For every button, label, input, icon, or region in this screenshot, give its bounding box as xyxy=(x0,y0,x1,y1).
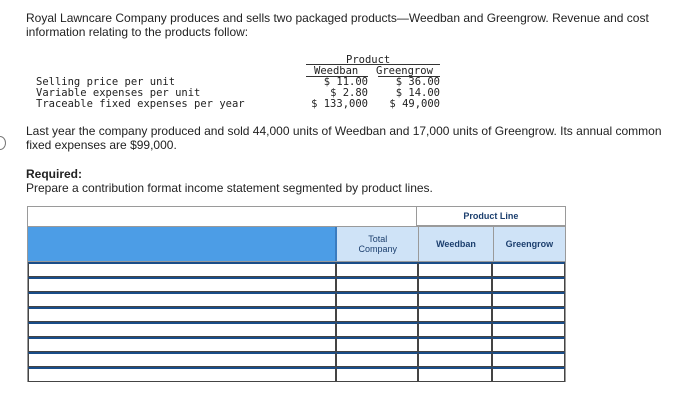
weedban-input[interactable] xyxy=(418,337,493,352)
total-company-header: Total Company xyxy=(337,227,420,261)
statement-row xyxy=(27,367,566,382)
problem-intro: Royal Lawncare Company produces and sell… xyxy=(26,11,649,39)
statement-row xyxy=(27,307,566,322)
line-item-label-input[interactable] xyxy=(28,337,337,352)
statement-row xyxy=(27,352,566,367)
greengrow-input[interactable] xyxy=(492,292,565,307)
weedban-input[interactable] xyxy=(418,352,493,367)
total-company-input[interactable] xyxy=(336,352,419,367)
statement-group-header-row: Product Line xyxy=(27,206,566,226)
required-heading: Required: xyxy=(26,167,83,181)
product-group-header: Product xyxy=(346,54,391,66)
total-company-input[interactable] xyxy=(336,307,419,322)
total-company-input[interactable] xyxy=(336,367,419,382)
statement-row xyxy=(27,337,566,352)
product-header-underline xyxy=(306,64,440,65)
income-statement-grid: Product Line Total Company Weedban Green… xyxy=(27,206,566,382)
greengrow-value: $ 36.00 xyxy=(395,76,440,88)
line-item-label-input[interactable] xyxy=(28,322,337,337)
line-item-label-input[interactable] xyxy=(28,292,337,307)
row-label: Selling price per unit xyxy=(36,76,176,88)
weedban-input[interactable] xyxy=(418,262,493,277)
required-text: Prepare a contribution format income sta… xyxy=(26,181,433,195)
weedban-input[interactable] xyxy=(418,292,493,307)
label-column-header xyxy=(28,227,338,261)
greengrow-input[interactable] xyxy=(492,337,565,352)
greengrow-value: $ 14.00 xyxy=(395,87,440,99)
statement-row xyxy=(27,262,566,277)
greengrow-underline xyxy=(378,76,440,77)
line-item-label-input[interactable] xyxy=(28,352,337,367)
problem-paragraph: Last year the company produced and sold … xyxy=(26,124,662,152)
greengrow-input[interactable] xyxy=(492,367,565,382)
weedban-input[interactable] xyxy=(418,367,493,382)
product-line-header: Product Line xyxy=(415,207,566,226)
statement-row xyxy=(27,292,566,307)
greengrow-col-header: Greengrow xyxy=(376,65,433,77)
weedban-value: $ 2.80 xyxy=(330,87,368,99)
weedban-col-header: Weedban xyxy=(314,65,359,77)
line-item-label-input[interactable] xyxy=(28,307,337,322)
weedban-value: $ 133,000 xyxy=(311,98,368,110)
greengrow-input[interactable] xyxy=(492,277,565,292)
greengrow-input[interactable] xyxy=(492,262,565,277)
total-company-input[interactable] xyxy=(336,277,419,292)
total-company-input[interactable] xyxy=(336,322,419,337)
statement-column-header-row: Total Company Weedban Greengrow xyxy=(27,226,566,262)
greengrow-header: Greengrow xyxy=(505,239,554,249)
line-item-label-input[interactable] xyxy=(28,262,337,277)
weedban-input[interactable] xyxy=(418,322,493,337)
total-company-input[interactable] xyxy=(336,337,419,352)
total-company-input[interactable] xyxy=(336,292,419,307)
total-company-input[interactable] xyxy=(336,262,419,277)
weedban-input[interactable] xyxy=(418,307,493,322)
row-label: Traceable fixed expenses per year xyxy=(36,98,245,110)
weedban-underline xyxy=(306,76,368,77)
statement-row xyxy=(27,322,566,337)
greengrow-input[interactable] xyxy=(492,352,565,367)
greengrow-input[interactable] xyxy=(492,322,565,337)
row-label: Variable expenses per unit xyxy=(36,87,201,99)
statement-row xyxy=(27,277,566,292)
greengrow-input[interactable] xyxy=(492,307,565,322)
greengrow-value: $ 49,000 xyxy=(389,98,440,110)
weedban-header: Weedban xyxy=(419,227,494,261)
line-item-label-input[interactable] xyxy=(28,367,337,382)
weedban-value: $ 11.00 xyxy=(323,76,368,88)
left-edge-marker xyxy=(0,136,6,150)
line-item-label-input[interactable] xyxy=(28,277,337,292)
required-section: Required: Prepare a contribution format … xyxy=(26,167,433,195)
weedban-input[interactable] xyxy=(418,277,493,292)
